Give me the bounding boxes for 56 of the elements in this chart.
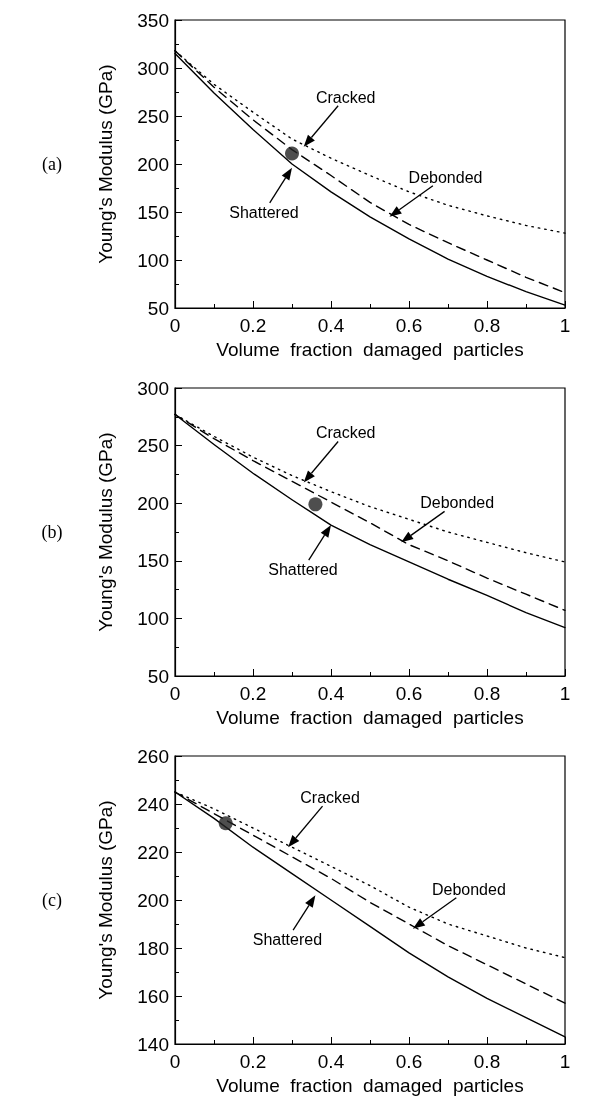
annotation: Cracked — [300, 789, 360, 807]
x-axis-title: Volume fraction damaged particles — [216, 338, 524, 360]
y-tick-label: 200 — [137, 492, 169, 514]
x-tick-label: 0.4 — [317, 683, 345, 704]
y-tick-label: 350 — [137, 9, 169, 31]
y-tick-label: 200 — [137, 153, 169, 175]
y-tick-label: 100 — [137, 607, 169, 629]
x-tick-label: 0.2 — [239, 683, 267, 704]
y-tick-label: 180 — [137, 937, 169, 959]
y-axis-title: Young's Modulus (GPa) — [95, 64, 116, 264]
y-tick-label: 50 — [147, 297, 169, 319]
annotation: Debonded — [431, 880, 506, 898]
text: (b) — [41, 522, 63, 543]
annotation: Shattered — [268, 561, 338, 579]
annotation: Debonded — [408, 168, 483, 186]
x-tick-label: 1 — [559, 315, 571, 336]
x-axis-title: Volume fraction damaged particles — [216, 1074, 524, 1096]
y-axis-title: Young's Modulus (GPa) — [95, 800, 116, 1000]
x-tick-label: 0.6 — [395, 315, 423, 336]
y-tick-label: 250 — [137, 105, 169, 127]
y-tick-label: 150 — [137, 550, 169, 572]
annotation: Shattered — [252, 931, 323, 949]
y-tick-label: 140 — [137, 1033, 169, 1055]
x-tick-label: 0.8 — [473, 683, 501, 704]
x-tick-label: 0 — [169, 1051, 181, 1072]
x-axis-title: Volume fraction damaged particles — [216, 706, 524, 728]
y-tick-label: 260 — [137, 745, 169, 767]
x-tick-label: 0 — [169, 315, 181, 336]
y-tick-label: 160 — [137, 985, 169, 1007]
y-tick-label: 200 — [137, 889, 169, 911]
x-tick-label: 0 — [169, 683, 181, 704]
x-tick-label: 1 — [559, 1051, 571, 1072]
x-tick-label: 0.6 — [395, 683, 423, 704]
text: (c) — [42, 890, 62, 911]
x-tick-label: 0.4 — [317, 315, 345, 336]
y-tick-label: 150 — [137, 201, 169, 223]
annotation: Debonded — [420, 494, 495, 512]
annotation: Shattered — [229, 203, 299, 221]
y-tick-label: 220 — [137, 841, 169, 863]
x-tick-label: 0.8 — [473, 1051, 501, 1072]
text: (a) — [42, 154, 62, 175]
y-tick-label: 100 — [137, 249, 169, 271]
y-tick-label: 50 — [147, 665, 169, 687]
y-tick-label: 300 — [137, 377, 169, 399]
x-tick-label: 0.4 — [317, 1051, 345, 1072]
annotation: Cracked — [315, 88, 376, 106]
y-tick-label: 250 — [137, 435, 169, 457]
x-tick-label: 0.2 — [239, 315, 267, 336]
x-tick-label: 0.2 — [239, 1051, 267, 1072]
x-tick-label: 1 — [559, 683, 571, 704]
x-tick-label: 0.6 — [395, 1051, 423, 1072]
x-tick-label: 0.8 — [473, 315, 501, 336]
annotation: Cracked — [315, 424, 376, 442]
y-tick-label: 300 — [137, 57, 169, 79]
y-tick-label: 240 — [137, 793, 169, 815]
y-axis-title: Young's Modulus (GPa) — [95, 432, 116, 632]
